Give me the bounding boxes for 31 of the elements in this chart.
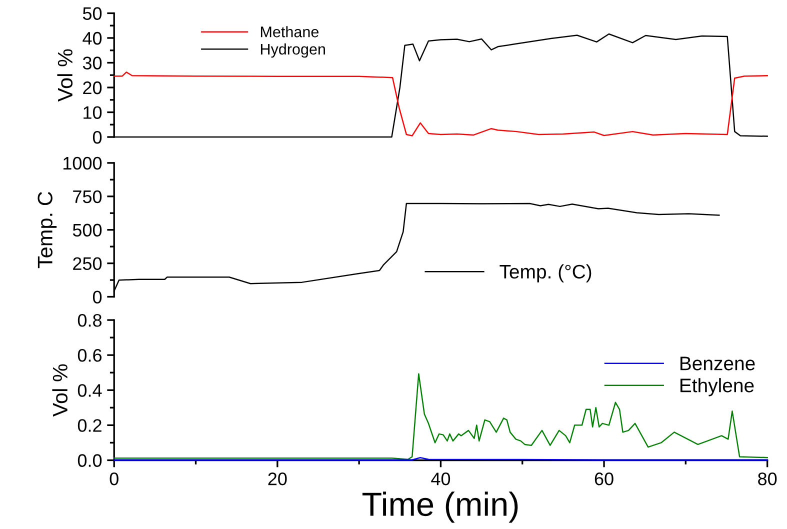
x-axis-title: Time (min): [362, 492, 518, 523]
y-tick-label: 10: [84, 106, 102, 119]
y-tick-label: 500: [72, 224, 102, 237]
x-tick-label: 20: [268, 472, 287, 486]
y-tick-label: 50: [82, 7, 102, 20]
y-tick-label: 0.2: [78, 419, 102, 432]
legend-label: Benzene: [680, 356, 755, 370]
y-tick-label: 20: [83, 81, 102, 94]
y-tick-label: 1000: [64, 156, 102, 170]
x-tick-label: 0: [110, 472, 118, 486]
legend-label: Ethylene: [680, 378, 754, 396]
legend-label: Temp. (°C): [500, 264, 592, 282]
y-tick-label: 30: [82, 56, 102, 70]
y-tick-label: 40: [82, 32, 102, 45]
x-tick-label: 80: [758, 472, 777, 486]
y-tick-label: 0.4: [78, 384, 102, 397]
x-tick-label: 60: [594, 472, 614, 486]
y-tick-label: 0.6: [78, 349, 102, 362]
y-tick-label: 0: [92, 130, 102, 144]
y-tick-label: 0: [92, 290, 102, 304]
y-axis-title: Vol %: [57, 49, 73, 102]
legend-label: Hydrogen: [260, 43, 325, 58]
legend-label: Methane: [260, 26, 318, 38]
y-axis-title: Temp. C: [38, 192, 57, 268]
y-tick-label: 750: [73, 190, 102, 204]
line-series: [113, 72, 768, 136]
y-axis-title: Vol %: [52, 364, 68, 417]
x-tick-label: 40: [431, 472, 450, 486]
y-tick-label: 0.0: [78, 454, 102, 467]
y-tick-label: 0.8: [78, 314, 102, 327]
y-tick-label: 250: [73, 257, 102, 270]
